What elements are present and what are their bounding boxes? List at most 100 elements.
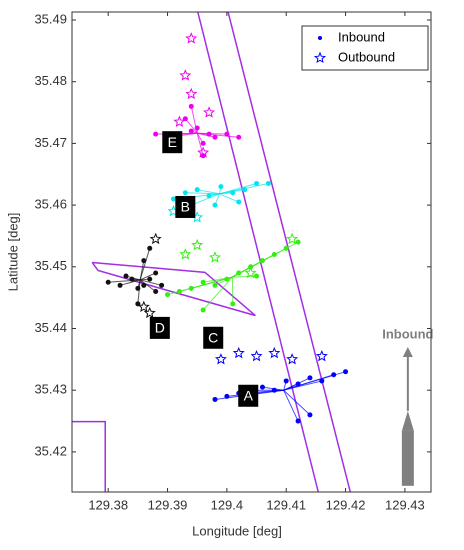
inbound-point bbox=[129, 276, 135, 282]
outbound-point bbox=[197, 146, 210, 158]
legend-box bbox=[301, 25, 429, 71]
cluster-label-box bbox=[238, 384, 259, 407]
inbound-point bbox=[206, 193, 212, 199]
inbound-point bbox=[224, 131, 230, 137]
cluster-label: C bbox=[208, 329, 218, 345]
inbound-point bbox=[224, 393, 230, 399]
inbound-point bbox=[165, 292, 171, 298]
inbound-point bbox=[224, 276, 230, 282]
x-tick-label: 129.43 bbox=[385, 497, 425, 512]
inbound-point bbox=[283, 245, 289, 251]
inbound-point bbox=[170, 196, 176, 202]
channel-boundary bbox=[72, 420, 106, 492]
track-line bbox=[196, 133, 204, 156]
inbound-point bbox=[147, 276, 153, 282]
inbound-point bbox=[153, 131, 159, 137]
track-line bbox=[140, 279, 162, 286]
outbound-point bbox=[191, 238, 204, 251]
outbound-point bbox=[214, 353, 227, 365]
outbound-point bbox=[179, 248, 192, 260]
x-tick-label: 129.42 bbox=[326, 497, 366, 512]
inbound-point bbox=[188, 128, 194, 134]
ship-bow bbox=[401, 410, 414, 431]
track-line bbox=[179, 132, 198, 135]
arrow-head bbox=[402, 347, 413, 358]
cluster-label: E bbox=[168, 134, 177, 150]
channel-boundary bbox=[227, 12, 352, 492]
outbound-point bbox=[250, 350, 263, 362]
y-tick-label: 35.47 bbox=[34, 135, 67, 150]
x-tick-label: 129.4 bbox=[211, 497, 244, 512]
outbound-point bbox=[185, 87, 198, 100]
inbound-point bbox=[200, 307, 206, 313]
inbound-point bbox=[200, 153, 206, 159]
inbound-point bbox=[254, 181, 260, 187]
track-line bbox=[283, 389, 311, 416]
inbound-point bbox=[236, 134, 242, 140]
inbound-point bbox=[230, 301, 236, 307]
track-line bbox=[139, 272, 156, 281]
track-line bbox=[197, 132, 239, 138]
y-axis-label: Latitude [deg] bbox=[5, 213, 20, 292]
y-tick-label: 35.45 bbox=[34, 258, 67, 273]
inbound-point bbox=[319, 378, 325, 384]
plot-area bbox=[72, 12, 352, 492]
inbound-point bbox=[117, 282, 123, 288]
inbound-point bbox=[236, 270, 242, 276]
inbound-point bbox=[194, 187, 200, 193]
inbound-point bbox=[254, 273, 260, 279]
y-tick-label: 35.44 bbox=[34, 320, 67, 335]
cluster-label-box bbox=[175, 195, 196, 218]
inbound-point bbox=[153, 288, 159, 294]
outbound-point bbox=[179, 69, 192, 81]
inbound-point bbox=[295, 239, 301, 245]
outbound-point bbox=[143, 306, 156, 319]
outbound-point bbox=[286, 232, 299, 245]
inbound-point bbox=[343, 369, 349, 375]
track-line bbox=[137, 279, 141, 304]
cluster-label-box bbox=[203, 326, 224, 349]
inbound-point bbox=[236, 199, 242, 205]
channel-boundary bbox=[91, 261, 256, 317]
inbound-point bbox=[200, 279, 206, 285]
y-tick-label: 35.49 bbox=[34, 11, 67, 26]
inbound-point bbox=[271, 387, 277, 393]
track-line bbox=[202, 276, 233, 311]
y-tick-label: 35.42 bbox=[34, 443, 67, 458]
inbound-point bbox=[230, 190, 236, 196]
inbound-point bbox=[242, 187, 248, 193]
inbound-point bbox=[188, 285, 194, 291]
inbound-point bbox=[212, 202, 218, 208]
track-line bbox=[184, 118, 198, 134]
inbound-point bbox=[182, 190, 188, 196]
inbound-point bbox=[200, 140, 206, 146]
inbound-point bbox=[271, 251, 277, 257]
x-tick-label: 129.39 bbox=[148, 497, 188, 512]
outbound-point bbox=[209, 251, 222, 263]
track-line bbox=[185, 192, 220, 195]
outbound-point bbox=[137, 300, 150, 313]
inbound-point bbox=[159, 282, 165, 288]
outbound-point bbox=[185, 32, 198, 44]
inbound-point bbox=[135, 285, 141, 291]
inbound-point bbox=[295, 418, 301, 424]
cluster-label-box bbox=[149, 316, 170, 339]
y-tick-label: 35.43 bbox=[34, 382, 67, 397]
ship-icon bbox=[401, 430, 414, 486]
inbound-point bbox=[105, 279, 111, 285]
inbound-point bbox=[194, 125, 200, 131]
cluster-label: B bbox=[181, 199, 190, 215]
x-tick-label: 129.41 bbox=[266, 497, 306, 512]
track-line bbox=[197, 189, 220, 195]
y-tick-label: 35.46 bbox=[34, 197, 67, 212]
x-axis-label: Longitude [deg] bbox=[192, 523, 282, 538]
outbound-point bbox=[244, 266, 257, 279]
inbound-point bbox=[188, 103, 194, 109]
legend-marker bbox=[313, 51, 327, 64]
inbound-point bbox=[123, 273, 129, 279]
inbound-point bbox=[218, 184, 224, 190]
inbound-point bbox=[283, 378, 289, 384]
outbound-point bbox=[149, 232, 162, 245]
cluster-label: A bbox=[244, 387, 254, 403]
